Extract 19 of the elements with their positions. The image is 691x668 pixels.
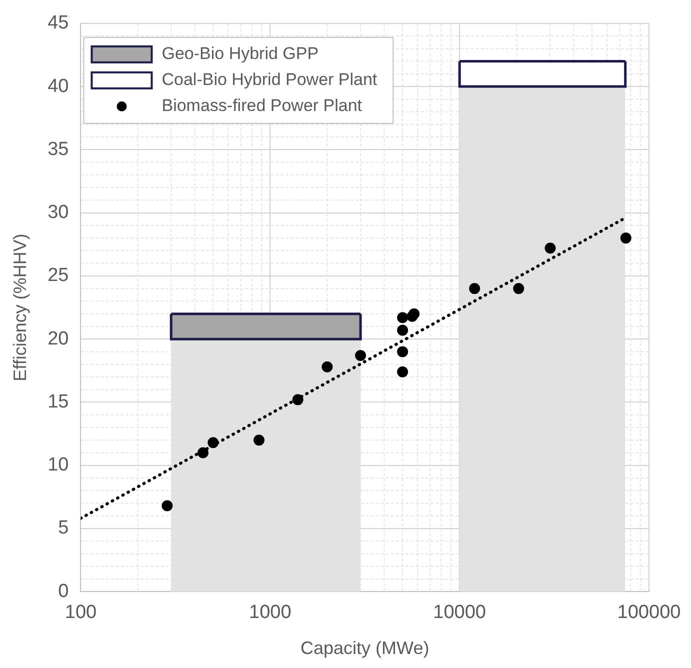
x-tick-label: 100000 (617, 602, 681, 624)
legend-label: Geo-Bio Hybrid GPP (162, 44, 319, 64)
legend-label: Biomass-fired Power Plant (162, 96, 362, 116)
y-tick-label: 0 (58, 580, 69, 602)
x-axis-title: Capacity (MWe) (300, 638, 430, 658)
legend-label: Coal-Bio Hybrid Power Plant (162, 70, 378, 90)
y-tick-label: 10 (48, 454, 69, 476)
y-tick-label: 25 (48, 265, 69, 286)
y-tick-label: 30 (48, 202, 69, 224)
y-tick-label: 45 (48, 12, 69, 34)
y-tick-label: 20 (48, 328, 69, 350)
x-tick-label: 100 (64, 602, 97, 624)
x-tick-label: 1000 (249, 602, 292, 624)
y-tick-label: 5 (58, 518, 69, 539)
y-axis-title: Efficiency (%HHV) (10, 234, 30, 382)
x-tick-label: 10000 (433, 602, 486, 624)
y-tick-label: 40 (48, 76, 69, 97)
y-tick-label: 15 (48, 391, 69, 412)
y-tick-label: 35 (48, 138, 69, 160)
